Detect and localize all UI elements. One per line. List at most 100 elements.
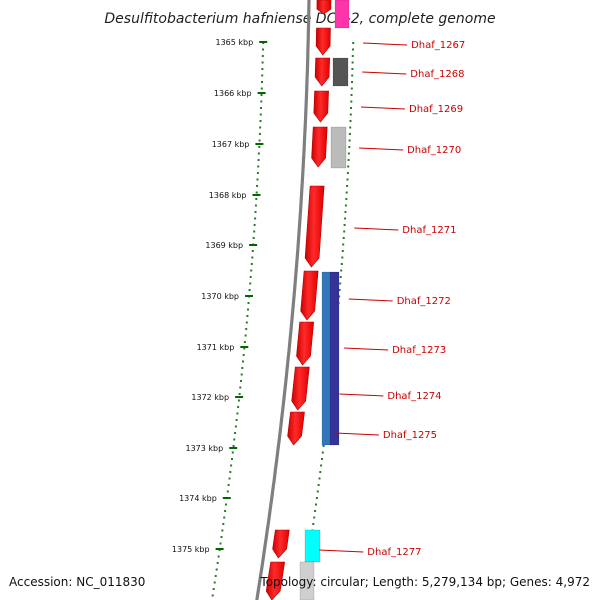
grid-dot-outer <box>342 237 345 239</box>
grid-dot-inner <box>256 172 259 174</box>
grid-dot-inner <box>261 68 264 70</box>
grid-dot-outer <box>350 87 353 90</box>
backbone-line <box>255 0 311 600</box>
grid-dot-outer <box>340 263 343 265</box>
callout-line <box>344 347 389 351</box>
grid-dot-inner <box>257 152 260 155</box>
grid-dot-inner <box>233 438 236 441</box>
grid-dot-inner <box>256 185 259 187</box>
gene-label[interactable]: Dhaf_1275 <box>383 430 437 441</box>
tick-label: 1375 kbp <box>172 545 210 554</box>
grid-dot-inner <box>235 419 238 421</box>
grid-dot-outer <box>315 503 317 506</box>
gene-callout[interactable]: Dhaf_1277 <box>319 547 421 558</box>
callout-line <box>362 71 407 75</box>
grid-dot-inner <box>221 529 224 532</box>
cds-arrow-4[interactable] <box>313 90 329 123</box>
gene-callout[interactable]: Dhaf_1272 <box>348 296 451 307</box>
grid-dot-outer <box>321 458 323 460</box>
grid-dot-outer <box>348 146 351 148</box>
grid-dot-outer <box>342 243 345 246</box>
track-block-cyan <box>304 529 321 563</box>
grid-dot-inner <box>247 308 249 311</box>
grid-dot-inner <box>232 445 235 447</box>
cds-arrow-2[interactable] <box>315 27 331 56</box>
gene-label[interactable]: Dhaf_1268 <box>410 69 464 80</box>
gene-label[interactable]: Dhaf_1273 <box>392 345 446 356</box>
grid-dot-inner <box>245 321 248 324</box>
gene-label[interactable]: Dhaf_1269 <box>409 104 463 115</box>
gene-callout[interactable]: Dhaf_1270 <box>359 145 461 156</box>
gene-callout[interactable]: Dhaf_1273 <box>344 345 446 356</box>
scale-ticks: 1365 kbp 1366 kbp 1367 kbp 1368 kbp 1369… <box>172 38 268 554</box>
grid-dot-inner <box>250 263 253 265</box>
grid-dot-outer <box>341 256 344 259</box>
gene-callout[interactable]: Dhaf_1269 <box>360 104 463 115</box>
cds-arrow-11[interactable] <box>272 529 290 559</box>
grid-dot-inner <box>251 256 254 259</box>
grid-dot-inner <box>250 269 253 272</box>
grid-dot-inner <box>239 386 242 389</box>
grid-dot-outer <box>343 230 346 233</box>
grid-dot-inner <box>225 503 227 506</box>
cds-arrow-5[interactable] <box>311 126 328 168</box>
cds-arrow-3[interactable] <box>314 57 331 87</box>
grid-dot-inner <box>240 380 242 382</box>
cds-arrow-10[interactable] <box>287 411 305 446</box>
grid-dot-inner <box>231 451 234 454</box>
gene-label[interactable]: Dhaf_1272 <box>397 296 451 307</box>
callout-line <box>348 298 393 302</box>
tick: 1372 kbp <box>191 393 244 402</box>
grid-dot-inner <box>223 516 226 519</box>
gene-label[interactable]: Dhaf_1270 <box>407 145 461 156</box>
gene-callout[interactable]: Dhaf_1275 <box>334 430 437 441</box>
grid-dot-inner <box>252 237 255 239</box>
grid-dot-outer <box>345 191 348 194</box>
cds-arrow-12[interactable] <box>265 561 286 600</box>
gene-label[interactable]: Dhaf_1274 <box>387 391 441 402</box>
cds-arrow-1[interactable] <box>316 0 332 15</box>
gene-callout[interactable]: Dhaf_1268 <box>362 69 464 80</box>
grid-dot-inner <box>256 178 259 181</box>
gene-label[interactable]: Dhaf_1271 <box>402 225 456 236</box>
cds-arrow-6[interactable] <box>304 185 325 268</box>
grid-dot-inner <box>257 165 260 168</box>
grid-dot-inner <box>243 347 246 350</box>
cds-arrow-7[interactable] <box>300 270 319 321</box>
grid-dot-inner <box>234 425 237 428</box>
grid-dot-inner <box>261 74 264 77</box>
grid-dot-inner <box>216 562 219 564</box>
grid-dot-outer <box>351 81 353 83</box>
track-block-blue <box>321 271 332 446</box>
grid-dot-inner <box>261 61 264 64</box>
grid-dot-outer <box>349 126 352 129</box>
track-block-dark-grey <box>332 57 349 87</box>
grid-dot-outer <box>352 48 354 51</box>
grid-dot-inner <box>245 328 248 330</box>
grid-dot-inner <box>259 126 262 129</box>
gene-callout[interactable]: Dhaf_1271 <box>354 225 456 236</box>
grid-dot-inner <box>234 432 237 434</box>
gene-callout[interactable]: Dhaf_1267 <box>363 40 465 51</box>
grid-dot-outer <box>344 217 347 220</box>
gene-callout[interactable]: Dhaf_1274 <box>339 391 442 402</box>
grid-dot-outer <box>344 211 347 213</box>
grid-dot-inner <box>230 464 233 467</box>
grid-dot-outer <box>351 68 354 70</box>
tick: 1366 kbp <box>214 89 266 98</box>
grid-dot-outer <box>346 178 349 181</box>
grid-dot-inner <box>260 107 262 109</box>
grid-dot-inner <box>229 471 232 473</box>
tick-label: 1366 kbp <box>214 89 252 98</box>
grid-dot-inner <box>222 523 225 525</box>
cds-arrow-8[interactable] <box>296 321 315 366</box>
grid-dot-inner <box>227 484 230 486</box>
tick: 1368 kbp <box>209 191 261 200</box>
callout-line <box>334 432 379 436</box>
cds-arrow-9[interactable] <box>291 366 310 411</box>
grid-dot-outer <box>350 100 353 103</box>
gene-label[interactable]: Dhaf_1277 <box>367 547 421 558</box>
gene-label[interactable]: Dhaf_1267 <box>411 40 465 51</box>
grid-dot-inner <box>219 542 222 545</box>
